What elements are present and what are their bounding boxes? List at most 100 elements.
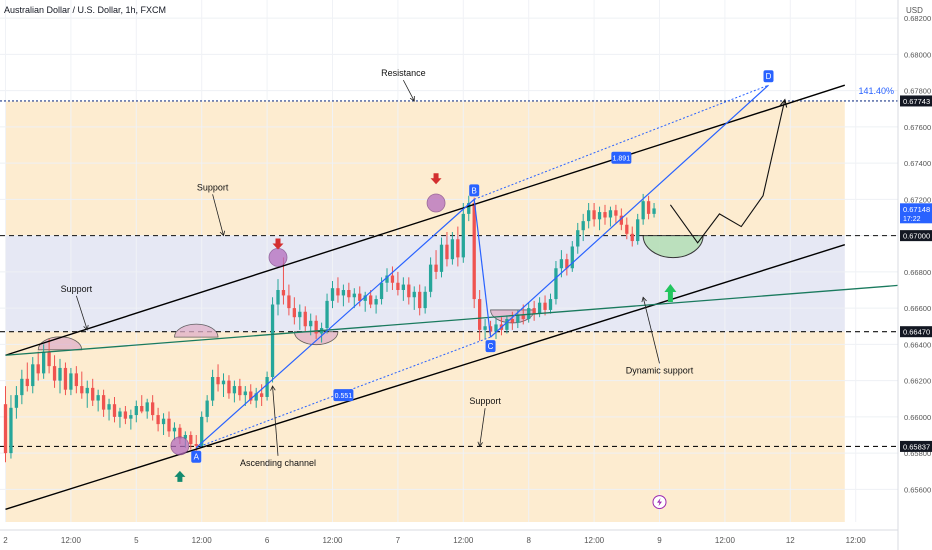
annotations-layer: Resistance Support Support Support Ascending… [61, 68, 694, 468]
candle-body [303, 311, 307, 327]
candle-body [112, 404, 117, 417]
candle-body [597, 212, 602, 220]
candle [597, 206, 602, 231]
candle-body [341, 290, 346, 296]
green-cup [642, 235, 704, 259]
y-tick-label: 0.66200 [904, 377, 931, 386]
candle-body [260, 393, 264, 397]
text-annotation: Ascending channel [240, 385, 316, 468]
candle-body [510, 319, 514, 323]
candle [194, 435, 198, 454]
candle-body [63, 367, 68, 390]
candle-body [537, 302, 542, 314]
annotation-leader [402, 79, 415, 102]
candle-body [85, 387, 89, 394]
candle [216, 364, 220, 392]
candle [270, 297, 275, 383]
candle [200, 411, 204, 448]
candle-body [570, 246, 574, 269]
candle-body [461, 213, 465, 258]
candle-body [614, 210, 618, 216]
annotation-arrowhead [477, 441, 483, 448]
candle [418, 284, 422, 316]
candle [243, 386, 247, 406]
price-tag: 0.67148 17:22 [900, 203, 932, 224]
candle-body [42, 351, 46, 374]
candle [336, 277, 340, 303]
candle [129, 409, 133, 430]
candle-body [554, 268, 558, 300]
candle-body [221, 380, 226, 385]
candle [31, 357, 35, 394]
price-tag: 0.66470 [900, 326, 932, 338]
candle-body [156, 415, 160, 425]
candle-body [232, 386, 237, 394]
candle [292, 297, 296, 325]
candle-body [281, 290, 286, 296]
candle [58, 358, 62, 394]
x-tick-label: 12:00 [61, 536, 82, 545]
candle [478, 290, 482, 341]
candle [80, 371, 84, 399]
candle-body [576, 230, 580, 247]
annotation-arrowhead [270, 385, 276, 391]
bearish-arrow [430, 173, 442, 185]
candle-body [36, 364, 40, 374]
abcd-ratio-badge: 0.551 [333, 389, 354, 402]
candle [341, 284, 346, 307]
candle [47, 338, 51, 374]
candle-body [456, 239, 460, 258]
candle [325, 293, 329, 334]
candle-body [330, 288, 335, 301]
candle-body [58, 367, 62, 381]
candle [260, 384, 264, 406]
annotation-label: Support [197, 182, 229, 192]
candle [205, 395, 209, 423]
price-tag-bg [900, 203, 932, 224]
candle [614, 204, 618, 223]
candle-body [543, 302, 547, 310]
candle [625, 217, 629, 240]
candle-body [347, 290, 351, 298]
candle-body [25, 378, 29, 387]
y-tick-label: 0.67800 [904, 87, 931, 96]
annotation-leader [479, 408, 486, 447]
x-tick-label: 12 [786, 536, 795, 545]
x-tick-label: 12:00 [322, 536, 343, 545]
grid-layer [0, 0, 898, 522]
y-tick-label: 0.67400 [904, 159, 931, 168]
candle [423, 286, 427, 314]
candle [287, 284, 291, 316]
candle-body [172, 427, 177, 432]
candle-body [151, 402, 155, 416]
zone-blue [5, 235, 845, 332]
candle [570, 241, 574, 272]
levels-layer [0, 100, 898, 447]
extension-label: 141.40% [858, 86, 894, 96]
candle [189, 431, 193, 450]
y-tick-label: 0.65600 [904, 485, 931, 494]
y-tick-label: 0.66400 [904, 340, 931, 349]
candle [652, 203, 656, 218]
candle [576, 222, 580, 254]
candle [428, 257, 433, 298]
candle [265, 371, 269, 401]
candle-body [603, 212, 607, 218]
candle-body [189, 435, 193, 445]
candle [445, 232, 449, 267]
ratio-badge-bg [611, 151, 632, 164]
annotation-label: Dynamic support [626, 365, 694, 375]
candle-body [483, 326, 487, 330]
candle-body [325, 300, 329, 329]
curve-bump [174, 323, 219, 338]
candle-body [140, 406, 144, 412]
candle-body [439, 244, 444, 272]
channel-lower-line [5, 244, 846, 510]
highlight-circle [170, 436, 190, 456]
candle-body [183, 435, 187, 439]
candle [254, 387, 258, 408]
candle [352, 288, 356, 309]
candle [510, 311, 514, 330]
x-tick-label: 7 [396, 536, 401, 545]
